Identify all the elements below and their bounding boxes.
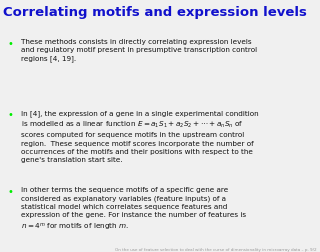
Text: On the use of feature selection to deal with the curse of dimensionality in micr: On the use of feature selection to deal … — [115, 247, 317, 251]
Text: •: • — [7, 186, 13, 197]
Text: In other terms the sequence motifs of a specific gene are
considered as explanat: In other terms the sequence motifs of a … — [21, 186, 246, 232]
Text: •: • — [7, 110, 13, 120]
Text: Correlating motifs and expression levels: Correlating motifs and expression levels — [3, 6, 307, 19]
Text: •: • — [7, 39, 13, 49]
Text: In [4], the expression of a gene in a single experimental condition
is modelled : In [4], the expression of a gene in a si… — [21, 110, 259, 163]
Text: These methods consists in directly correlating expression levels
and regulatory : These methods consists in directly corre… — [21, 39, 257, 62]
